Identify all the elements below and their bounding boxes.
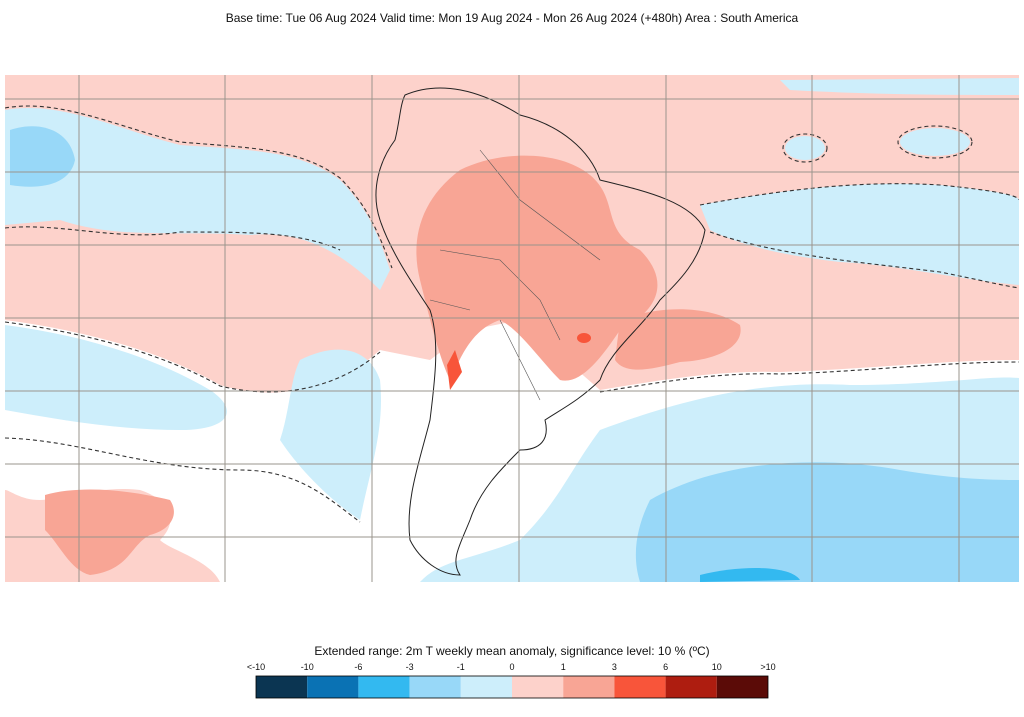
colorbar-label: 0 [509, 662, 514, 672]
colorbar-swatch [614, 676, 666, 698]
cool-patch [700, 568, 800, 582]
colorbar-swatch [358, 676, 410, 698]
map-layers [5, 75, 1019, 582]
significance-contour [5, 105, 393, 269]
warm-patch [416, 155, 658, 381]
significance-contour [897, 125, 973, 159]
colorbar-swatch [256, 676, 308, 698]
borders [429, 149, 601, 401]
significance-contour [709, 231, 1019, 289]
colorbar-swatch [307, 676, 359, 698]
colorbar-label: -3 [406, 662, 414, 672]
colorbar-swatch [665, 676, 717, 698]
colorbar-label: 3 [612, 662, 617, 672]
colorbar-label: 6 [663, 662, 668, 672]
colorbar-swatch [563, 676, 615, 698]
significance-contour [599, 361, 1019, 393]
graticule [5, 75, 1019, 582]
colorbar-label: -6 [354, 662, 362, 672]
significance-contour [5, 437, 361, 523]
colorbar-frame [255, 675, 769, 699]
warm-patch [45, 489, 174, 575]
colorbar-swatch [460, 676, 512, 698]
map [5, 75, 1019, 582]
significance-contour [5, 226, 341, 251]
significance-contour [699, 183, 1019, 206]
colorbar-swatch [716, 676, 768, 698]
colorbar-swatch [512, 676, 564, 698]
colorbar-swatch [409, 676, 461, 698]
cool-patch [280, 349, 381, 520]
cool-patch [900, 128, 970, 156]
colorbar-label: >10 [760, 662, 775, 672]
cool-patch [785, 136, 825, 160]
hot-patch [447, 350, 462, 390]
colorbar-label: <-10 [247, 662, 265, 672]
significance-contour [5, 321, 381, 393]
colorbar-label: -10 [301, 662, 314, 672]
colorbar-label: -1 [457, 662, 465, 672]
significance-contour [782, 133, 828, 163]
title: Base time: Tue 06 Aug 2024 Valid time: M… [226, 11, 799, 25]
hot-patch [577, 333, 591, 343]
colorbar: <-10 -10 -6 -3 -1 0 1 3 6 10 >10 [247, 662, 776, 699]
cool-band [5, 325, 227, 430]
colorbar-label: 10 [712, 662, 722, 672]
cool-band [700, 183, 1019, 285]
legend-caption: Extended range: 2m T weekly mean anomaly… [314, 644, 709, 658]
colorbar-label: 1 [561, 662, 566, 672]
warm-patch [615, 309, 741, 370]
cool-band [5, 108, 390, 290]
cool-patch [635, 462, 1019, 582]
coastline [375, 87, 706, 576]
